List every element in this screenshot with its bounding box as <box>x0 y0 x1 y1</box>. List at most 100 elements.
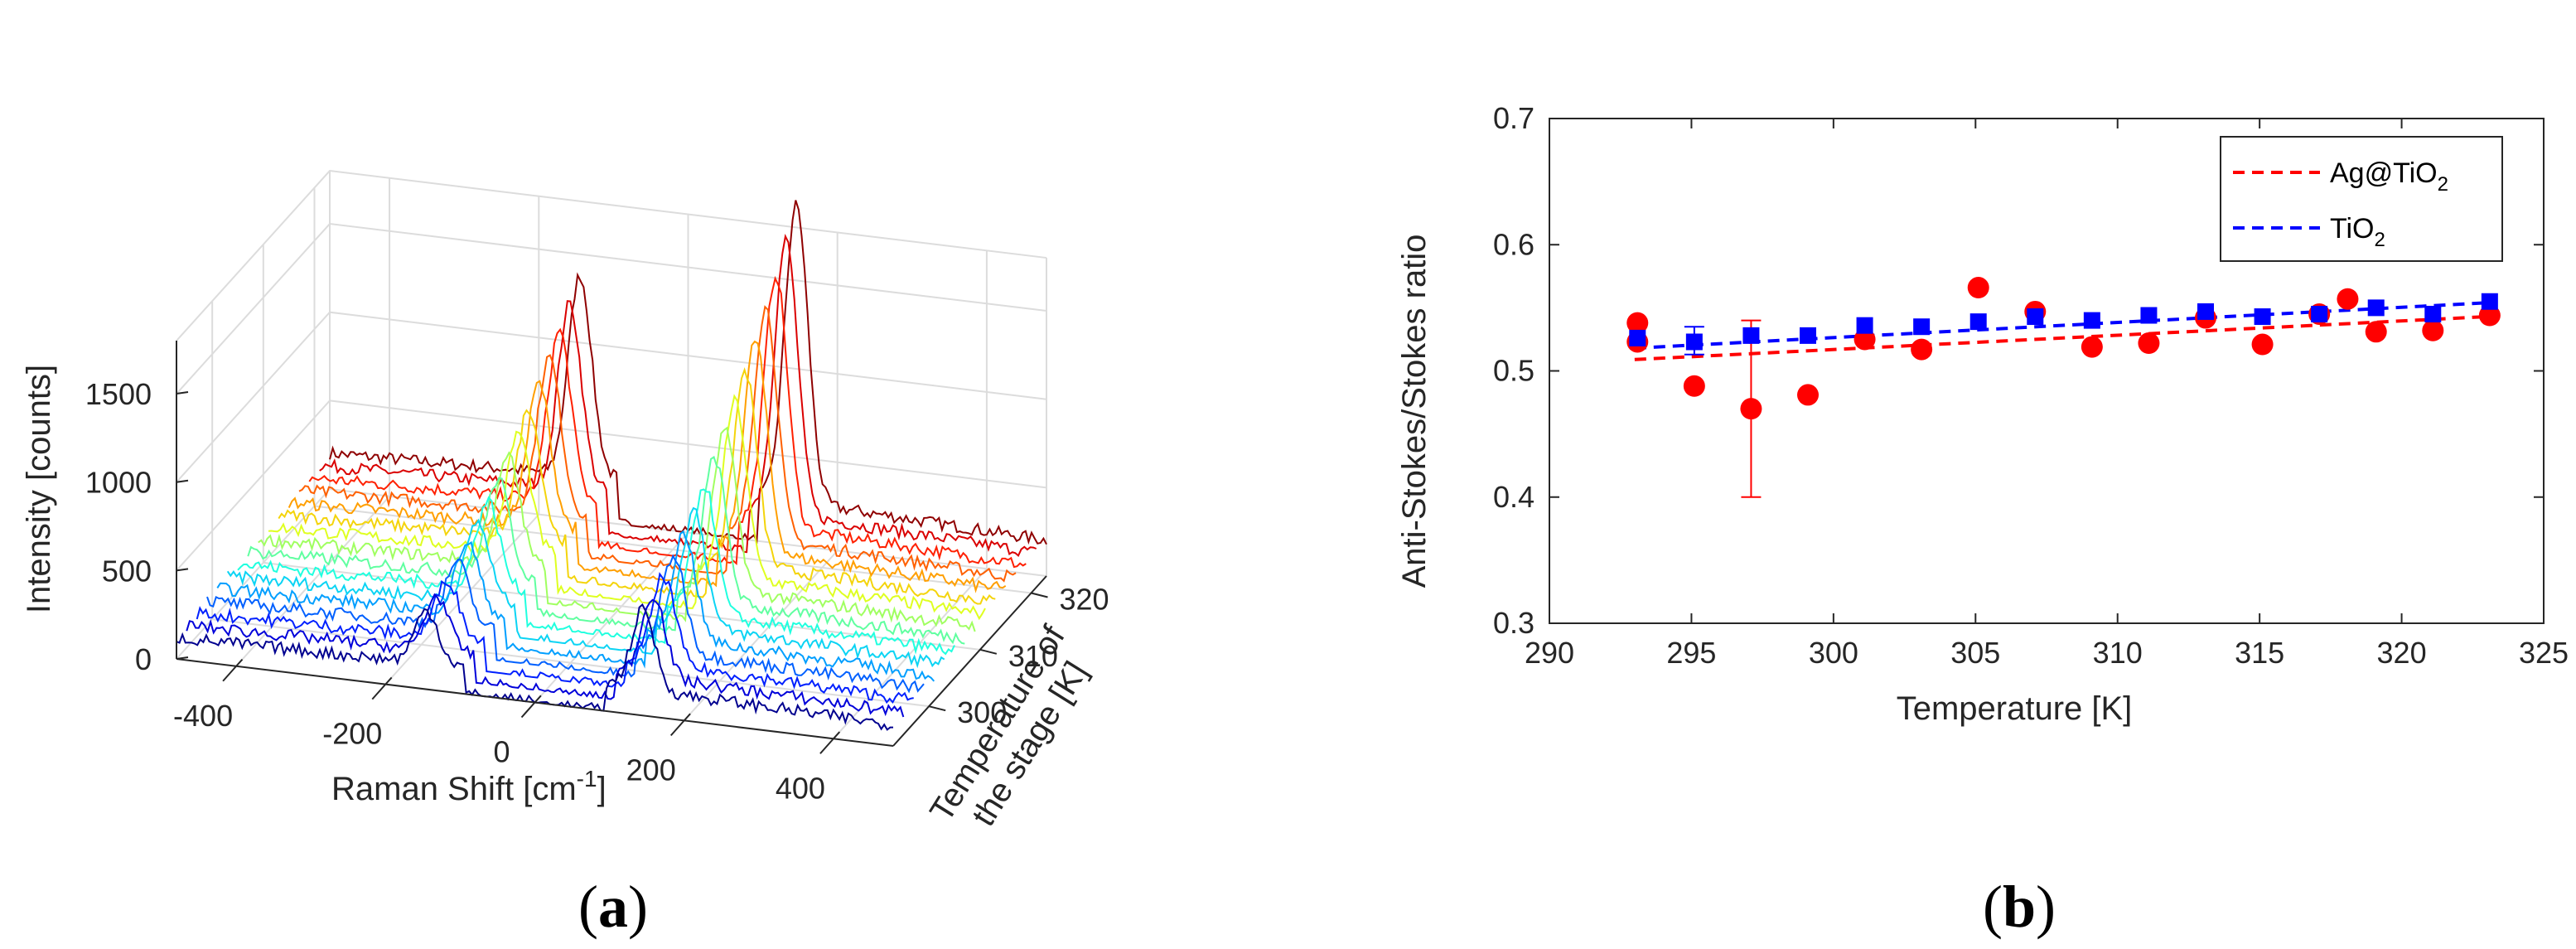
y-tick-mark <box>928 705 946 712</box>
data-point-ag-tio2 <box>1967 277 1989 299</box>
legend-label-ag-tio2: Ag@TiO2 <box>2330 157 2448 196</box>
data-point-tio2 <box>1856 317 1873 334</box>
y-tick-label: 0.4 <box>1493 480 1534 514</box>
y-tick-label: 0.5 <box>1493 354 1534 388</box>
z-tick-label: 1500 <box>85 377 152 411</box>
data-point-ag-tio2 <box>1853 328 1876 351</box>
panel-b-label-letter: b <box>2003 874 2036 940</box>
spectrum-line <box>298 305 1017 583</box>
y-tick-label: 0.7 <box>1493 101 1534 135</box>
x-tick-label: 310 <box>2093 636 2143 670</box>
data-point-tio2 <box>2424 305 2442 322</box>
x-tick-label: 400 <box>776 771 825 805</box>
panel-b-label: (b) <box>1983 874 2056 940</box>
legend-label-ag-tio2-main: Ag@TiO <box>2330 157 2438 189</box>
data-point-ag-tio2 <box>2422 319 2444 341</box>
spectrum-line <box>196 572 914 704</box>
data-point-tio2 <box>2367 299 2385 317</box>
panel-b-y-axis-label: Anti-Stokes/Stokes ratio <box>1396 235 1433 588</box>
spectrum-line <box>268 394 986 621</box>
x-tick-mark <box>683 713 691 722</box>
y-tick-label: 310 <box>1008 639 1058 673</box>
panel-b-points <box>1626 277 2501 420</box>
data-point-tio2 <box>2481 293 2498 310</box>
spectrum-line <box>288 340 1007 593</box>
x-tick-label: 200 <box>626 753 676 787</box>
panel-a-label-open: ( <box>578 874 598 940</box>
x-tick-label: -400 <box>173 699 233 733</box>
panel-b-fit-lines <box>1634 301 2487 361</box>
panel-a-grid <box>176 170 1047 739</box>
data-point-tio2 <box>1742 327 1760 344</box>
spectrum-line <box>186 593 905 718</box>
data-point-ag-tio2 <box>2081 336 2103 358</box>
data-point-tio2 <box>2140 307 2158 324</box>
data-point-tio2 <box>2083 312 2100 329</box>
grid-line-z <box>176 311 1047 483</box>
legend-label-tio2-sub: 2 <box>2375 229 2385 251</box>
z-tick-mark <box>176 479 189 483</box>
panel-b-legend-box <box>2220 136 2503 262</box>
grid-line-z <box>176 222 1047 395</box>
data-point-tio2 <box>1913 318 1931 336</box>
data-point-ag-tio2 <box>1740 398 1762 420</box>
data-point-tio2 <box>2197 303 2214 320</box>
x-tick-mark-out <box>222 666 237 682</box>
legend-label-ag-tio2-sub: 2 <box>2438 173 2448 196</box>
grid-line-floor-x <box>683 550 839 722</box>
spectrum-line <box>206 554 925 694</box>
data-point-ag-tio2 <box>2337 288 2359 310</box>
data-point-ag-tio2 <box>1683 375 1705 397</box>
panel-b-legend: Ag@TiO2 TiO2 <box>2220 136 2503 262</box>
data-point-tio2 <box>1800 327 1816 344</box>
panel-a-label-close: ) <box>628 874 648 940</box>
z-tick-mark <box>176 391 189 395</box>
x-tick-mark-out <box>819 738 834 754</box>
panel-a-z-axis-label: Intensity [counts] <box>21 365 57 613</box>
x-tick-mark-out <box>520 701 536 719</box>
y-tick-label: 300 <box>957 695 1007 729</box>
panel-b-label-close: ) <box>2036 874 2056 940</box>
z-tick-label: 1000 <box>85 466 152 500</box>
fit-line-tio2 <box>1634 301 2487 351</box>
y-tick-label: 0.6 <box>1493 227 1534 261</box>
panel-b-ticks: 290 295 300 305 310 315 320 325 0.3 0.4 0.5 0.6 0.7 <box>1493 101 2569 670</box>
panel-a-spectra <box>176 200 1047 731</box>
z-tick-mark <box>176 656 189 660</box>
data-point-tio2 <box>2311 305 2328 322</box>
x-tick-label: 295 <box>1666 636 1716 670</box>
x-tick-label: 315 <box>2235 636 2284 670</box>
panel-a-x-axis-label: Raman Shift [cm-1] <box>331 766 607 807</box>
y-tick-mark <box>1031 592 1048 598</box>
panel-a-x-axis-label-tail: ] <box>597 771 607 807</box>
legend-label-tio2: TiO2 <box>2330 213 2385 251</box>
data-point-ag-tio2 <box>1626 312 1649 334</box>
data-point-ag-tio2 <box>2365 321 2387 343</box>
data-point-tio2 <box>2027 308 2044 326</box>
grid-line-floor-x <box>534 531 689 704</box>
panel-b-scatter-chart: 290 295 300 305 310 315 320 3250.30.40.50.60.7 … <box>1396 101 2569 940</box>
spectrum-line <box>308 275 1027 569</box>
x-tick-mark <box>235 658 244 667</box>
spectrum-line <box>278 367 996 605</box>
panel-b-label-open: ( <box>1983 874 2003 940</box>
grid-line-floor-x <box>235 496 390 667</box>
spectrum-line <box>216 530 935 682</box>
z-tick-label: 0 <box>135 642 152 676</box>
panel-b-x-axis-label: Temperature [K] <box>1897 690 2133 727</box>
panel-a-label: (a) <box>578 874 648 940</box>
data-point-tio2 <box>1685 333 1703 351</box>
data-point-ag-tio2 <box>2138 332 2160 355</box>
x-tick-mark <box>833 731 841 739</box>
z-tick-mark <box>176 568 189 572</box>
spectrum-line <box>247 455 965 645</box>
x-tick-mark <box>534 695 542 704</box>
panel-a-x-axis-label-sup: -1 <box>577 766 597 792</box>
data-point-tio2 <box>1969 313 1987 331</box>
y-tick-label: 320 <box>1060 583 1109 617</box>
x-tick-label: 320 <box>2377 636 2427 670</box>
y-tick-label: 0.3 <box>1493 606 1534 640</box>
